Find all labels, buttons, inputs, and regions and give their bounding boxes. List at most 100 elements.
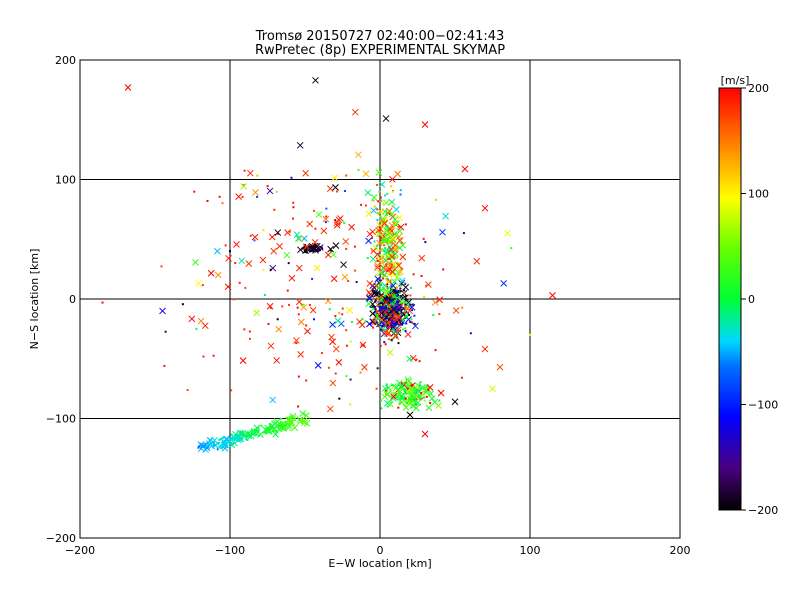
data-point-x [312,76,319,84]
data-point-x [414,386,421,394]
data-point-dot [378,190,381,193]
data-point-x [303,412,310,419]
colorbar-tick-label: −100 [748,399,778,412]
data-point-dot [420,391,423,394]
data-point-x [288,419,296,427]
data-point-dot [419,398,422,401]
data-point-dot [399,395,402,398]
data-point-x [159,307,166,315]
data-point-dot [402,292,405,295]
data-point-dot [395,256,398,259]
data-point-dot [206,200,209,203]
data-point-dot [388,326,391,329]
data-point-x [296,141,304,149]
data-point-dot [383,244,386,247]
data-point-x [395,314,403,321]
data-point-dot [402,328,405,331]
data-point-dot [510,247,513,250]
data-point-dot [462,232,465,235]
data-point-dot [245,438,248,441]
data-point-dot [375,313,378,316]
data-point-dot [461,306,464,309]
data-point-dot [390,263,393,266]
data-point-x [422,385,429,393]
data-point-x [382,289,390,297]
data-point-dot [219,438,222,441]
data-point-dot [399,284,402,287]
data-point-dot [229,250,231,253]
data-point-dot [404,329,407,332]
data-point-x [382,115,390,122]
data-point-dot [399,193,402,196]
data-point-dot [249,337,252,340]
data-point-x [223,435,230,443]
data-point-dot [400,314,403,317]
data-point-x [408,304,416,311]
data-point-x [233,241,240,248]
data-point-dot [380,328,383,331]
data-point-dot [308,304,311,307]
data-point-dot [395,286,398,289]
data-point-x [203,444,211,452]
data-point-dot [242,184,245,187]
data-point-x [402,283,410,291]
data-point-dot [410,386,413,389]
data-point-dot [276,426,279,429]
data-point-dot [381,324,384,327]
data-point-dot [412,398,415,401]
data-point-x [473,257,481,265]
data-point-x [396,237,404,244]
data-point-x [382,199,390,207]
data-point-dot [418,384,421,387]
data-point-dot [382,202,385,205]
data-point-dot [336,190,339,193]
data-point-dot [424,241,427,244]
data-point-dot [379,344,382,347]
data-point-x [421,121,429,128]
data-point-x [388,210,396,218]
data-point-dot [312,250,315,253]
data-point-x [302,169,309,177]
data-point-dot [394,256,397,259]
data-point-dot [256,195,259,198]
data-point-dot [327,366,330,369]
data-point-dot [297,313,300,316]
colorbar-tick-label: 0 [748,293,755,306]
data-point-dot [233,438,236,441]
data-point-x [389,282,397,289]
data-point-dot [230,433,233,436]
data-point-x [293,337,300,344]
data-point-dot [163,364,166,367]
data-point-dot [442,268,445,271]
data-point-dot [208,438,211,441]
data-point-x [270,247,278,255]
data-point-dot [410,318,413,321]
data-point-dot [379,196,382,199]
data-point-dot [310,244,313,247]
data-point-dot [302,246,305,249]
data-point-dot [384,389,387,392]
data-point-dot [392,261,395,264]
data-point-dot [232,298,235,301]
data-point-dot [415,358,418,361]
data-point-dot [320,246,323,249]
data-point-x [300,304,307,311]
data-point-x [418,254,426,262]
data-point-x [390,304,398,312]
data-point-dot [213,444,216,447]
data-point-dot [369,305,372,308]
data-point-x [390,306,398,313]
data-point-dot [101,301,104,304]
data-point-x [451,398,459,406]
x-axis-label: E−W location [km] [328,557,431,570]
data-point-dot [400,304,403,307]
data-point-dot [232,438,235,441]
data-point-dot [405,378,408,381]
data-point-x [481,345,489,353]
data-point-x [370,207,378,214]
data-point-dot [382,249,385,252]
data-point-dot [386,324,389,327]
data-point-dot [381,267,384,270]
data-point-dot [370,249,373,252]
data-point-dot [304,251,307,254]
